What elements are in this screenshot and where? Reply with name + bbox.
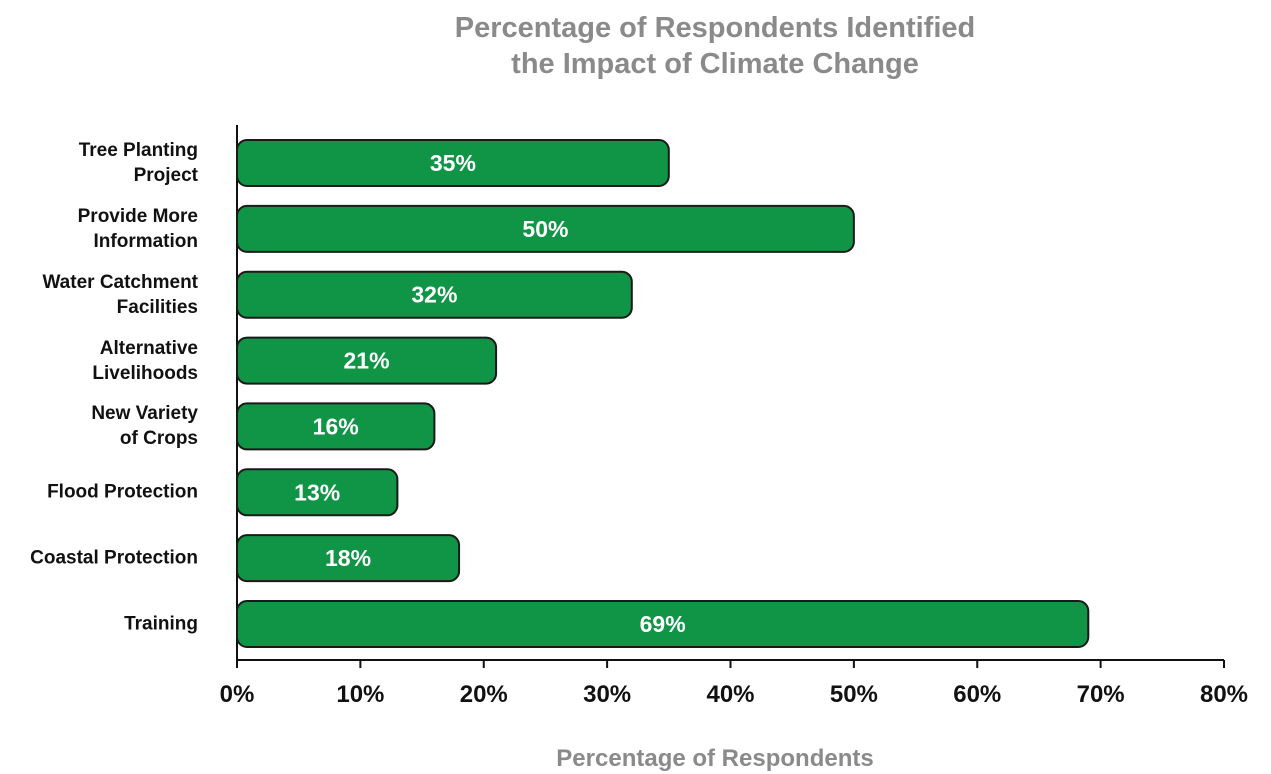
- x-tick-label: 10%: [336, 681, 384, 708]
- y-tick-label: Training: [124, 613, 198, 635]
- x-tick-label: 70%: [1077, 681, 1125, 708]
- bar: [236, 600, 1090, 648]
- bar: [236, 534, 461, 583]
- y-tick-label: Coastal Protection: [30, 547, 198, 569]
- value-label: 32%: [411, 282, 457, 308]
- chart-title: Percentage of Respondents Identified the…: [454, 12, 976, 80]
- y-tick-label: New Variety of Crops: [91, 403, 198, 450]
- y-tick-label: Water Catchment Facilities: [42, 271, 198, 318]
- bar: [236, 139, 670, 187]
- x-tick-label: 30%: [583, 681, 631, 708]
- value-label: 21%: [344, 348, 390, 374]
- value-label: 16%: [313, 413, 359, 439]
- x-tick-label: 50%: [830, 681, 878, 708]
- bar: [236, 402, 436, 451]
- bar: [236, 336, 498, 385]
- value-label: 50%: [522, 216, 568, 242]
- bar: [236, 204, 855, 253]
- value-label: 13%: [294, 479, 340, 505]
- x-tick-label: 40%: [706, 681, 754, 708]
- x-tick-label: 80%: [1200, 681, 1248, 708]
- y-tick-label: Tree Planting Project: [78, 140, 198, 186]
- y-tick-label: Flood Protection: [47, 481, 198, 503]
- value-label: 18%: [325, 545, 371, 571]
- value-label: 35%: [430, 150, 476, 176]
- bar: [236, 270, 633, 319]
- y-tick-label: Provide More Information: [77, 205, 198, 252]
- x-tick-label: 20%: [460, 681, 508, 708]
- value-label: 69%: [640, 611, 686, 637]
- x-tick-label: 0%: [220, 681, 255, 708]
- y-tick-label: Alternative Livelihoods: [92, 337, 198, 384]
- bar: [236, 468, 399, 517]
- x-tick-label: 60%: [953, 681, 1001, 708]
- x-axis-label: Percentage of Respondents: [556, 745, 874, 772]
